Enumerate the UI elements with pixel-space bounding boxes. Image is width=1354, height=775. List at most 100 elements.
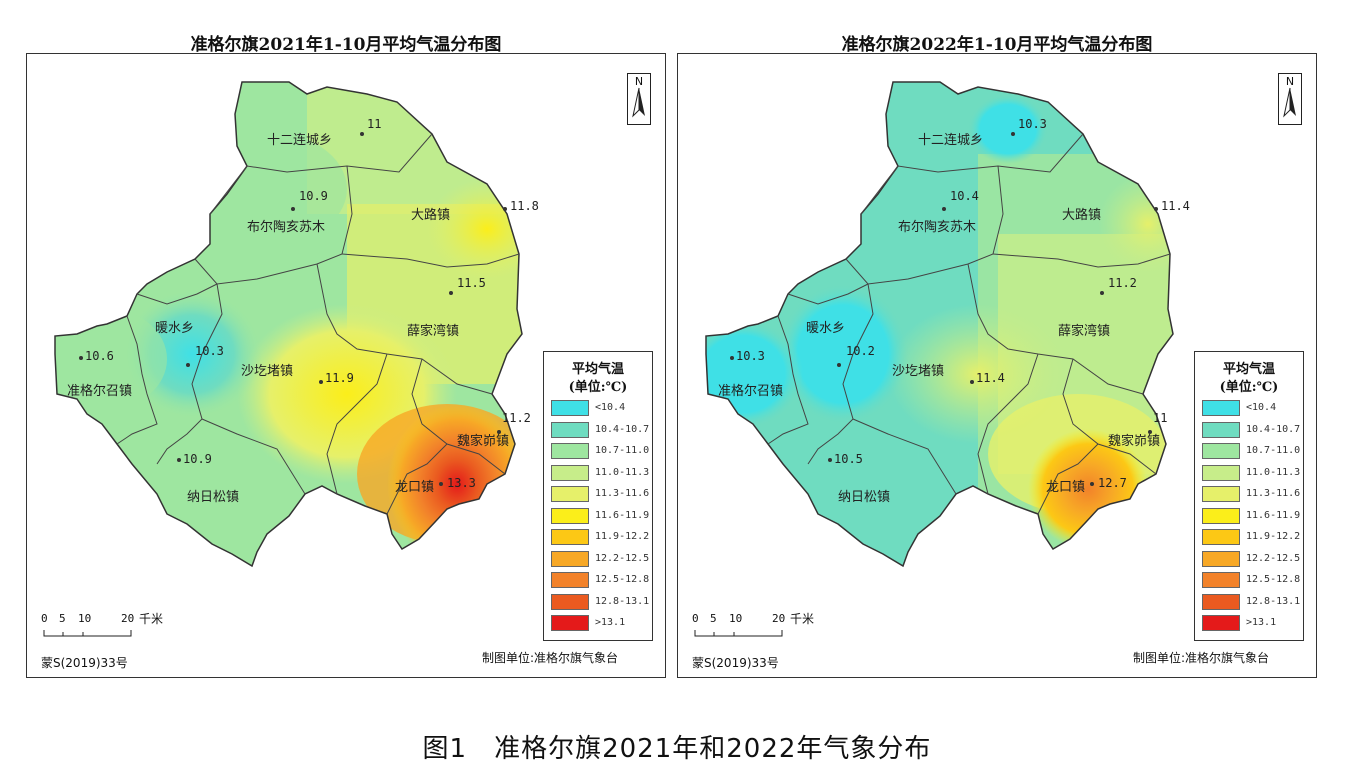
legend-label: <10.4	[595, 402, 626, 413]
station-value: 10.5	[834, 452, 863, 466]
legend-unit: (单位:℃)	[1219, 380, 1279, 395]
legend-swatch	[551, 572, 589, 588]
legend-swatch	[1202, 529, 1240, 545]
legend-swatch	[1202, 593, 1240, 610]
scale-bar: 0 5 10 20 千米	[41, 612, 191, 642]
figure-caption: 图1 准格尔旗2021年和2022年气象分布	[422, 734, 932, 764]
legend-title: 平均气温	[1222, 362, 1275, 377]
legend-swatch	[1202, 486, 1240, 502]
legend-label: 12.8-13.1	[1246, 595, 1301, 607]
station-value: 10.4	[950, 189, 979, 203]
place-label: 十二连城乡	[918, 133, 984, 148]
north-arrow-icon: N	[627, 73, 651, 125]
legend-swatch	[1202, 443, 1240, 459]
legend-label: <10.4	[1246, 402, 1277, 413]
legend-item: 10.4-10.7	[1202, 421, 1302, 440]
legend-swatch	[551, 507, 589, 524]
map-panel-2021: N 十二连城乡 布尔陶亥苏木 大路镇 暖水乡 准格尔召镇 沙圪堵镇 薛家湾镇 魏…	[26, 53, 666, 678]
place-label: 魏家峁镇	[457, 434, 510, 449]
scale-tick-label: 0	[41, 612, 48, 625]
place-label: 龙口镇	[395, 480, 435, 495]
station-dot	[503, 207, 507, 211]
legend-unit: (单位:℃)	[568, 380, 628, 395]
place-label: 薛家湾镇	[407, 324, 460, 339]
station-dot	[730, 356, 734, 360]
legend-item: 11.0-11.3	[551, 464, 651, 483]
legend-item: 11.3-11.6	[551, 486, 651, 504]
north-arrow-icon: N	[1278, 73, 1302, 125]
legend-item: 10.7-11.0	[1202, 443, 1302, 461]
temperature-map-2021	[54, 81, 523, 568]
legend-label: 10.4-10.7	[1246, 423, 1301, 435]
legend-swatch	[1202, 572, 1240, 588]
legend-label: 11.0-11.3	[595, 466, 650, 478]
station-dot	[449, 291, 453, 295]
map-title-2022: 准格尔旗2022年1-10月平均气温分布图	[841, 35, 1153, 55]
station-dot	[970, 380, 974, 384]
legend-label: 12.5-12.8	[595, 574, 650, 585]
station-dot	[1011, 132, 1015, 136]
legend-item: >13.1	[1202, 615, 1302, 633]
station-dot	[186, 363, 190, 367]
legend-swatch	[551, 400, 589, 416]
place-label: 大路镇	[1062, 208, 1102, 223]
place-label: 十二连城乡	[267, 133, 333, 148]
legend-label: 11.0-11.3	[1246, 466, 1301, 478]
scale-tick-label: 5	[59, 612, 66, 625]
legend-item: 11.3-11.6	[1202, 486, 1302, 504]
legend-swatch	[1202, 400, 1240, 416]
place-label: 准格尔召镇	[67, 384, 133, 399]
station-value: 11.4	[976, 371, 1005, 385]
legend-item: 11.9-12.2	[1202, 529, 1302, 547]
place-label: 布尔陶亥苏木	[247, 220, 326, 235]
legend-item: 12.2-12.5	[551, 550, 651, 569]
station-dot	[360, 132, 364, 136]
place-label: 准格尔召镇	[718, 384, 784, 399]
legend-label: 12.8-13.1	[595, 595, 650, 607]
scale-unit: 千米	[790, 612, 815, 626]
temperature-legend: 平均气温 (单位:℃) <10.4 10.4-10.7 10.7-11.0 11.0-…	[1194, 351, 1304, 641]
legend-label: 10.7-11.0	[595, 445, 650, 456]
legend-label: 12.5-12.8	[1246, 574, 1301, 585]
place-label: 布尔陶亥苏木	[898, 220, 977, 235]
station-value: 10.2	[846, 344, 875, 358]
scale-tick-label: 10	[78, 612, 92, 625]
scale-tick-label: 5	[710, 612, 717, 625]
legend-label: 12.2-12.5	[1246, 552, 1301, 564]
scale-tick-label: 20	[772, 612, 786, 625]
temperature-map-2022	[705, 81, 1174, 568]
station-value: 13.3	[447, 476, 476, 490]
legend-label: 12.2-12.5	[595, 552, 650, 564]
legend-label: >13.1	[595, 617, 626, 628]
station-dot	[497, 430, 501, 434]
station-dot	[291, 207, 295, 211]
legend-label: 11.9-12.2	[595, 531, 650, 542]
scale-bar: 0 5 10 20 千米	[692, 612, 842, 642]
legend-swatch	[1202, 550, 1240, 567]
map-credit: 制图单位:准格尔旗气象台	[1133, 651, 1270, 665]
station-dot	[828, 458, 832, 462]
legend-item: 12.5-12.8	[1202, 572, 1302, 590]
station-dot	[1154, 207, 1158, 211]
station-dot	[319, 380, 323, 384]
station-value: 10.3	[1018, 117, 1047, 131]
station-value: 11.8	[510, 199, 539, 213]
station-dot	[837, 363, 841, 367]
place-label: 龙口镇	[1046, 480, 1086, 495]
legend-label: 11.3-11.6	[595, 488, 650, 499]
legend-swatch	[551, 615, 589, 631]
station-dot	[942, 207, 946, 211]
station-value: 11.5	[457, 276, 486, 290]
place-label: 纳日松镇	[838, 490, 891, 505]
place-label: 魏家峁镇	[1108, 434, 1161, 449]
station-dot	[439, 482, 443, 486]
station-value: 11.4	[1161, 199, 1190, 213]
legend-item: <10.4	[1202, 400, 1302, 418]
scale-unit: 千米	[139, 612, 164, 626]
map-approval-number: 蒙S(2019)33号	[41, 656, 128, 670]
station-value: 10.9	[299, 189, 328, 203]
map-panel-2022: N 十二连城乡 布尔陶亥苏木 大路镇 暖水乡 准格尔召镇 沙圪堵镇 薛家湾镇 魏…	[677, 53, 1317, 678]
station-value: 11	[367, 117, 382, 131]
legend-item: 12.8-13.1	[1202, 593, 1302, 612]
scale-tick-label: 10	[729, 612, 743, 625]
